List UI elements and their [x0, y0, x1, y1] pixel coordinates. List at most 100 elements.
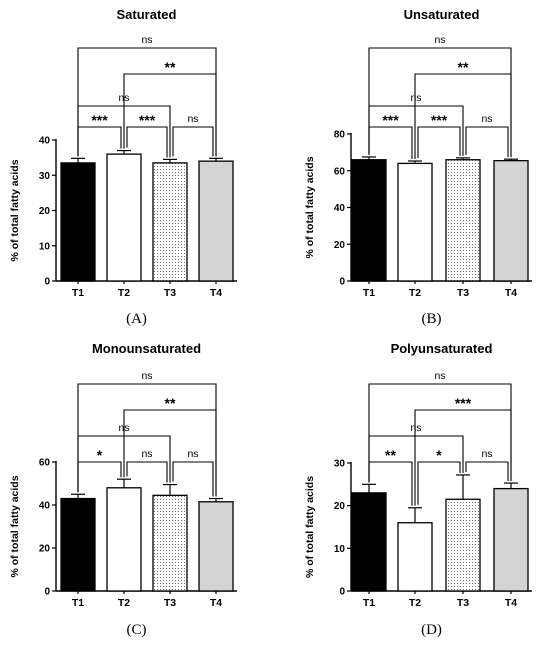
- x-tick-label: T2: [118, 597, 130, 609]
- bar-t4: [198, 160, 234, 282]
- y-tick-label: 30: [39, 171, 51, 182]
- chart-title: Polyunsaturated: [391, 341, 493, 356]
- significance-bracket: [77, 126, 122, 156]
- panel-label: (C): [127, 622, 147, 638]
- significance-label: **: [385, 447, 396, 463]
- y-tick-label: 0: [44, 277, 50, 288]
- chart-panel-3: Monounsaturated % of total fatty acids 0 20…: [9, 341, 237, 638]
- significance-bracket: [368, 461, 413, 506]
- significance-label: **: [458, 59, 469, 75]
- y-tick-label: 40: [39, 136, 51, 147]
- significance-label: ns: [141, 34, 152, 46]
- significance-bracket: [368, 383, 512, 483]
- x-tick-label: T4: [505, 597, 517, 609]
- significance-label: ns: [141, 448, 152, 460]
- significance-bracket: [417, 126, 461, 159]
- x-tick-label: T1: [72, 287, 84, 299]
- x-tick-label: T2: [409, 287, 421, 299]
- chart-panel-4: Polyunsaturated % of total fatty acids 0 10…: [304, 341, 532, 638]
- y-tick-label: 20: [334, 501, 346, 512]
- y-tick-label: 20: [39, 206, 51, 217]
- y-axis-title: % of total fatty acids: [9, 475, 21, 577]
- bar-t4: [198, 501, 234, 592]
- x-tick-label: T4: [210, 287, 222, 299]
- significance-bracket: [123, 73, 217, 157]
- bar-t3: [152, 162, 188, 282]
- significance-label: **: [165, 59, 176, 75]
- x-tick-label: T3: [457, 287, 469, 299]
- bar-t1: [351, 159, 387, 282]
- bar-t2: [106, 153, 142, 282]
- significance-label: ns: [141, 370, 152, 382]
- y-axis-title: % of total fatty acids: [9, 159, 21, 261]
- chart-panel-1: Saturated % of total fatty acids 0 10 20 30 40…: [9, 7, 237, 327]
- y-tick-label: 20: [39, 544, 51, 555]
- bar-t2: [106, 487, 142, 592]
- x-tick-label: T1: [363, 287, 375, 299]
- significance-label: ns: [481, 113, 492, 125]
- x-tick-label: T3: [457, 597, 469, 609]
- significance-bracket: [126, 126, 168, 158]
- significance-label: **: [165, 395, 176, 411]
- bar-t3: [445, 498, 481, 592]
- chart-panel-2: Unsaturated % of total fatty acids 0 20 40 60…: [304, 7, 532, 327]
- chart-title: Saturated: [117, 7, 177, 22]
- y-axis-title: % of total fatty acids: [304, 476, 316, 578]
- significance-label: ***: [382, 112, 399, 128]
- x-tick-label: T4: [210, 597, 222, 609]
- significance-label: ns: [187, 448, 198, 460]
- significance-label: ***: [431, 112, 448, 128]
- y-tick-label: 80: [334, 130, 346, 141]
- bar-t1: [60, 162, 96, 282]
- y-tick-label: 0: [339, 587, 345, 598]
- x-tick-label: T3: [164, 287, 176, 299]
- significance-bracket: [123, 409, 217, 497]
- bar-t1: [60, 497, 96, 592]
- significance-label: ***: [139, 112, 156, 128]
- bar-t1: [351, 492, 387, 592]
- significance-bracket: [417, 461, 461, 505]
- panel-label: (B): [422, 311, 442, 327]
- significance-bracket: [172, 126, 214, 157]
- significance-bracket: [465, 126, 509, 158]
- significance-bracket: [368, 435, 464, 483]
- y-tick-label: 40: [39, 501, 51, 512]
- significance-bracket: [414, 73, 512, 160]
- significance-bracket: [77, 383, 217, 497]
- significance-label: ns: [434, 34, 445, 46]
- y-axis-title: % of total fatty acids: [304, 156, 316, 258]
- bar-t4: [493, 487, 529, 592]
- y-tick-label: 30: [334, 459, 346, 470]
- y-tick-label: 0: [339, 277, 345, 288]
- bar-t3: [445, 159, 481, 282]
- significance-bracket: [368, 47, 512, 158]
- y-tick-label: 10: [334, 544, 346, 555]
- y-tick-label: 0: [44, 587, 50, 598]
- significance-bracket: [368, 126, 413, 160]
- significance-label: ns: [410, 92, 421, 104]
- x-tick-label: T4: [505, 287, 517, 299]
- y-tick-label: 20: [334, 240, 346, 251]
- significance-label: ns: [434, 370, 445, 382]
- significance-label: ns: [118, 422, 129, 434]
- x-tick-label: T2: [118, 287, 130, 299]
- panel-label: (A): [126, 311, 147, 327]
- significance-bracket: [126, 461, 168, 483]
- bar-t4: [493, 159, 529, 282]
- chart-title: Monounsaturated: [92, 341, 201, 356]
- significance-bracket: [77, 461, 122, 492]
- x-tick-label: T1: [363, 597, 375, 609]
- significance-label: ns: [187, 113, 198, 125]
- significance-bracket: [414, 409, 512, 506]
- significance-bracket: [77, 47, 217, 157]
- significance-label: ***: [91, 112, 108, 128]
- y-tick-label: 10: [39, 241, 51, 252]
- significance-label: ns: [118, 92, 129, 104]
- y-tick-label: 60: [334, 166, 346, 177]
- significance-label: ns: [481, 448, 492, 460]
- panel-label: (D): [421, 622, 442, 638]
- y-tick-label: 40: [334, 203, 346, 214]
- x-tick-label: T3: [164, 597, 176, 609]
- bar-t3: [152, 494, 188, 592]
